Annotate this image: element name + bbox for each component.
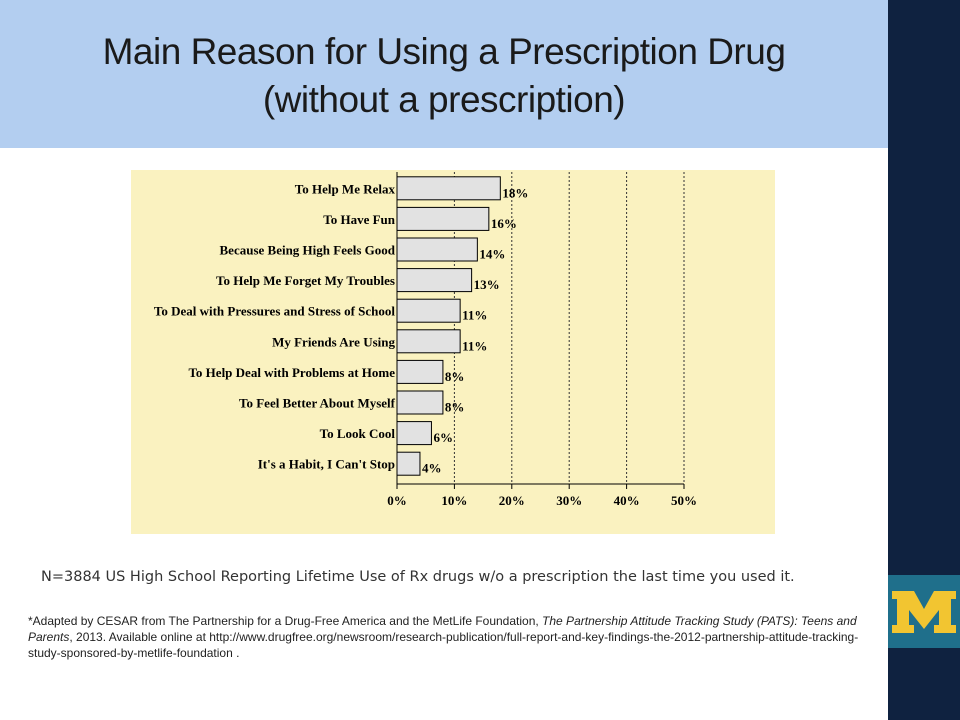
data-label-7: 8%	[445, 400, 465, 415]
x-tick-label-2: 20%	[499, 493, 525, 508]
source-prefix: *Adapted by CESAR from The Partnership f…	[28, 614, 543, 628]
bar-4	[396, 298, 461, 323]
data-label-8: 6%	[433, 430, 453, 445]
source-suffix: , 2013. Available online at http://www.d…	[28, 630, 859, 660]
source-citation: *Adapted by CESAR from The Partnership f…	[28, 613, 873, 661]
title-band	[0, 0, 888, 148]
category-label-4: To Deal with Pressures and Stress of Sch…	[154, 304, 396, 319]
bar-1	[396, 206, 490, 231]
x-tick-label-4: 40%	[614, 493, 640, 508]
bar-5	[396, 329, 461, 354]
bar-chart: To Help Me Relax 18% To Have Fun 16% Because…	[154, 172, 697, 508]
slide-title: Main Reason for Using a Prescription Dru…	[0, 28, 888, 124]
slide-title-line-2: (without a prescription)	[262, 79, 626, 120]
category-label-1: To Have Fun	[323, 212, 396, 227]
category-label-6: To Help Deal with Problems at Home	[188, 365, 395, 380]
data-label-5: 11%	[462, 338, 487, 353]
data-label-0: 18%	[502, 185, 528, 200]
bar-8	[396, 421, 432, 446]
data-label-2: 14%	[479, 247, 505, 262]
category-label-5: My Friends Are Using	[272, 334, 395, 349]
bar-7	[396, 390, 444, 415]
bar-3	[396, 268, 473, 293]
x-tick-label-3: 30%	[556, 493, 582, 508]
block-m-logo-icon	[888, 575, 960, 648]
sample-note: N=3884 US High School Reporting Lifetime…	[41, 569, 795, 585]
category-label-9: It's a Habit, I Can't Stop	[258, 457, 395, 472]
data-label-9: 4%	[422, 461, 442, 476]
data-label-3: 13%	[474, 277, 500, 292]
data-label-4: 11%	[462, 308, 487, 323]
slide-title-line-1: Main Reason for Using a Prescription Dru…	[102, 31, 786, 72]
category-label-7: To Feel Better About Myself	[239, 396, 396, 411]
chart-panel: To Help Me Relax 18% To Have Fun 16% Because…	[131, 170, 775, 534]
bar-2	[396, 237, 478, 262]
bar-0	[396, 176, 501, 201]
bar-9	[396, 451, 421, 476]
bar-6	[396, 359, 444, 384]
data-label-6: 8%	[445, 369, 465, 384]
category-label-0: To Help Me Relax	[295, 181, 396, 196]
data-label-1: 16%	[491, 216, 517, 231]
x-tick-label-0: 0%	[387, 493, 407, 508]
x-tick-label-5: 50%	[671, 493, 697, 508]
category-label-3: To Help Me Forget My Troubles	[216, 273, 395, 288]
category-label-8: To Look Cool	[320, 426, 396, 441]
source-italic-title: The Partnership Attitude Tracking Study …	[28, 614, 857, 644]
category-label-2: Because Being High Feels Good	[220, 243, 396, 258]
x-tick-label-1: 10%	[441, 493, 467, 508]
